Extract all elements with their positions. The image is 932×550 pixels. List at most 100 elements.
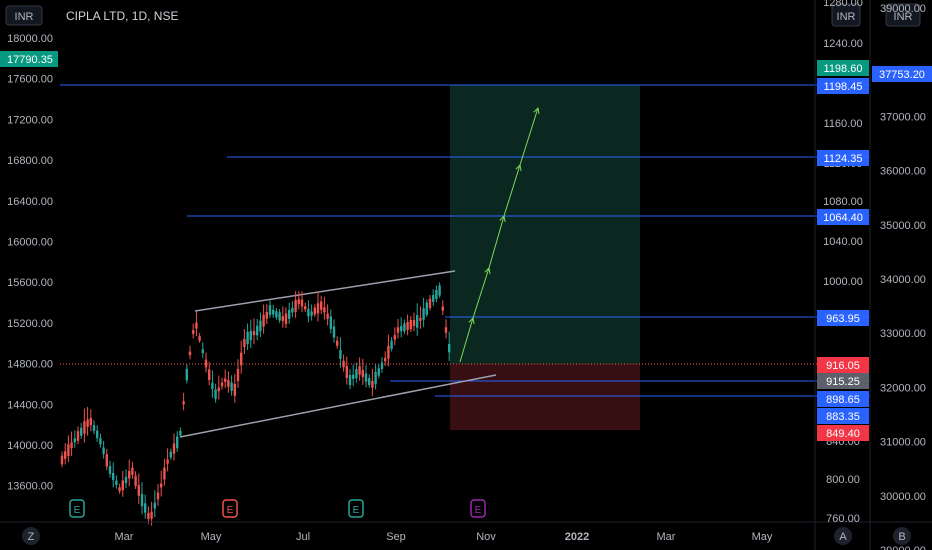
earnings-event-marker[interactable] [69, 499, 85, 518]
right-control-button[interactable] [893, 527, 911, 545]
x-axis: Mar May Jul Sep Nov 2022 Mar May [115, 531, 773, 543]
candle-body [326, 313, 329, 319]
candle-body [211, 382, 214, 390]
earnings-event-marker[interactable] [470, 499, 486, 518]
right-tick-label: 29000.00 [880, 545, 926, 550]
candle-body [96, 430, 99, 439]
left-tick-label: 15200.00 [7, 318, 53, 330]
level-tag[interactable] [817, 78, 869, 94]
candle-body [275, 311, 278, 318]
candle-body [89, 418, 92, 426]
level-tag-text: 883.35 [826, 411, 860, 423]
left-tick-label: 13600.00 [7, 481, 53, 493]
forecast-line [459, 107, 539, 363]
middle-tick-label: 1000.00 [823, 276, 863, 288]
left-tick-label: 14000.00 [7, 440, 53, 452]
candle-body [60, 455, 64, 465]
middle-tick-label: 1160.00 [824, 118, 863, 130]
mid-control-button[interactable] [834, 527, 852, 545]
left-tick-label: 14400.00 [7, 399, 53, 411]
candle-body [192, 330, 195, 334]
candle-body [396, 327, 400, 333]
candle-body [99, 438, 102, 445]
right-axis: 39000.00 37000.00 36000.00 35000.00 34000.00… [880, 3, 926, 550]
level-tag-text: 849.40 [826, 428, 860, 440]
right-price-tag [872, 66, 932, 82]
candle-body [329, 316, 332, 329]
earnings-event-letter: E [475, 505, 482, 516]
level-tag[interactable] [817, 209, 869, 225]
candle-body [217, 387, 220, 392]
left-price-tag [0, 51, 58, 67]
candle-body [345, 365, 348, 379]
candle-body [156, 492, 160, 500]
candle-body [387, 345, 390, 359]
candle-body [406, 322, 409, 330]
forecast-path[interactable] [459, 106, 540, 363]
level-tag-text: 1198.60 [824, 63, 863, 75]
candle-body [256, 325, 259, 336]
left-control-button[interactable] [22, 527, 40, 545]
stop-zone [450, 364, 640, 430]
candle-body [419, 317, 422, 321]
x-tick-label: Nov [476, 531, 496, 543]
x-tick-label: May [201, 531, 222, 543]
left-control-letter: Z [28, 531, 35, 543]
candle-body [288, 309, 291, 319]
candle-body [249, 330, 252, 341]
candle-body [441, 306, 444, 311]
candle-body [390, 340, 393, 349]
candle-body [361, 370, 364, 377]
candle-body [121, 480, 124, 491]
candle-body [134, 475, 137, 487]
right-control-letter: B [898, 531, 905, 543]
level-tag-text: 1064.40 [823, 212, 863, 224]
forecast-arrowhead [484, 266, 491, 275]
channel-lower-line[interactable] [179, 374, 497, 438]
middle-tick-label: 1280.00 [823, 0, 863, 9]
right-currency-label: INR [894, 11, 913, 23]
level-tag[interactable] [817, 60, 869, 76]
right-currency-box[interactable] [885, 3, 921, 27]
candle-body [332, 326, 336, 338]
level-tag[interactable] [817, 391, 869, 407]
candle-body [323, 307, 326, 313]
level-tag[interactable] [817, 425, 869, 441]
candle-body [307, 308, 310, 317]
candle-body [368, 378, 371, 385]
candle-body [108, 466, 112, 474]
left-currency-box[interactable] [5, 5, 43, 26]
earnings-event-marker[interactable] [222, 499, 238, 518]
right-tick-label: 30000.00 [880, 491, 926, 503]
candle-body [201, 349, 204, 354]
candle-body [294, 299, 297, 312]
level-tag[interactable] [817, 310, 869, 326]
candle-body [73, 438, 76, 443]
level-tag[interactable] [817, 150, 869, 166]
level-tag[interactable] [817, 408, 869, 424]
candle-body [86, 419, 89, 427]
level-tag[interactable] [817, 373, 869, 389]
candle-body [310, 311, 313, 316]
right-tick-label: 31000.00 [880, 437, 926, 449]
candle-body [284, 313, 288, 324]
candle-body [304, 306, 307, 310]
level-tag-text: 898.65 [826, 394, 860, 406]
left-tick-label: 17600.00 [7, 74, 53, 86]
candle-body [412, 319, 416, 327]
candle-body [262, 314, 265, 327]
left-tick-label: 14800.00 [7, 359, 53, 371]
candles-group [60, 282, 451, 526]
candle-body [176, 436, 179, 449]
candle-body [291, 307, 294, 313]
channel-upper-line[interactable] [194, 270, 456, 312]
forecast-arrowhead [533, 106, 540, 115]
candle-body [409, 320, 412, 330]
level-tag[interactable] [817, 357, 869, 373]
left-tick-label: 15600.00 [7, 277, 53, 289]
middle-currency-box[interactable] [831, 3, 861, 27]
earnings-event-marker[interactable] [348, 499, 364, 518]
